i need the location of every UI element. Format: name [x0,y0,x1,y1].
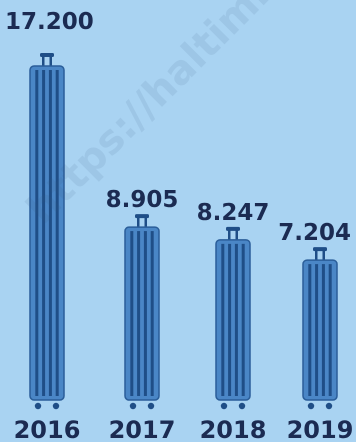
bar-stripe-2 [228,243,232,396]
bar-stripe-3 [48,70,52,396]
bar-handle-post-right [144,216,147,229]
bar-2019 [302,247,338,410]
bars-group [29,53,338,410]
bar-handle-post-left [315,249,318,262]
bar-body [215,239,251,401]
bar-body [302,259,338,401]
bar-handle-post-right [235,228,238,241]
bar-stripe-3 [234,243,238,396]
bar-wheel-left [34,402,42,410]
bar-stripe-3 [321,264,325,396]
value-label-2016: 17.200 [5,9,94,35]
category-label-2016: 2016 [14,416,81,442]
bar-wheel-right [52,402,60,410]
bar-wheel-left [129,402,137,410]
value-label-2018: 8.247 [197,200,270,226]
category-label-2017: 2017 [109,416,176,442]
category-label-2018: 2018 [200,416,267,442]
bar-stripe-3 [143,231,147,396]
bar-handle-post-left [42,55,45,67]
value-label-2019: 7.204 [278,220,351,246]
bar-stripe-1 [35,70,39,396]
bar-stripe-2 [42,70,46,396]
bar-stripe-4 [328,264,332,396]
bar-stripe-1 [308,264,312,396]
bar-stripe-4 [55,70,59,396]
bar-2018 [215,226,251,410]
bar-stripe-1 [130,231,134,396]
bar-handle-post-left [137,216,140,229]
bar-wheel-left [307,402,315,410]
bar-body [124,226,160,401]
bar-wheel-left [220,402,228,410]
bar-handle-post-left [228,228,231,241]
bar-body [29,65,65,401]
bar-stripe-1 [221,243,225,396]
bar-stripe-4 [150,231,154,396]
value-label-2017: 8.905 [106,187,179,213]
category-label-2019: 2019 [287,416,354,442]
bar-2017 [124,214,160,410]
bar-2016 [29,53,65,410]
bar-wheel-right [147,402,155,410]
bar-stripe-2 [137,231,141,396]
bar-handle-post-right [322,249,325,262]
labels-group: 17.200 2016 8.905 2017 8.247 2018 7.204 2019 [5,9,353,442]
bar-stripe-2 [315,264,319,396]
bar-handle-post-right [49,55,52,67]
bar-wheel-right [238,402,246,410]
bar-stripe-4 [241,243,245,396]
bar-wheel-right [325,402,333,410]
